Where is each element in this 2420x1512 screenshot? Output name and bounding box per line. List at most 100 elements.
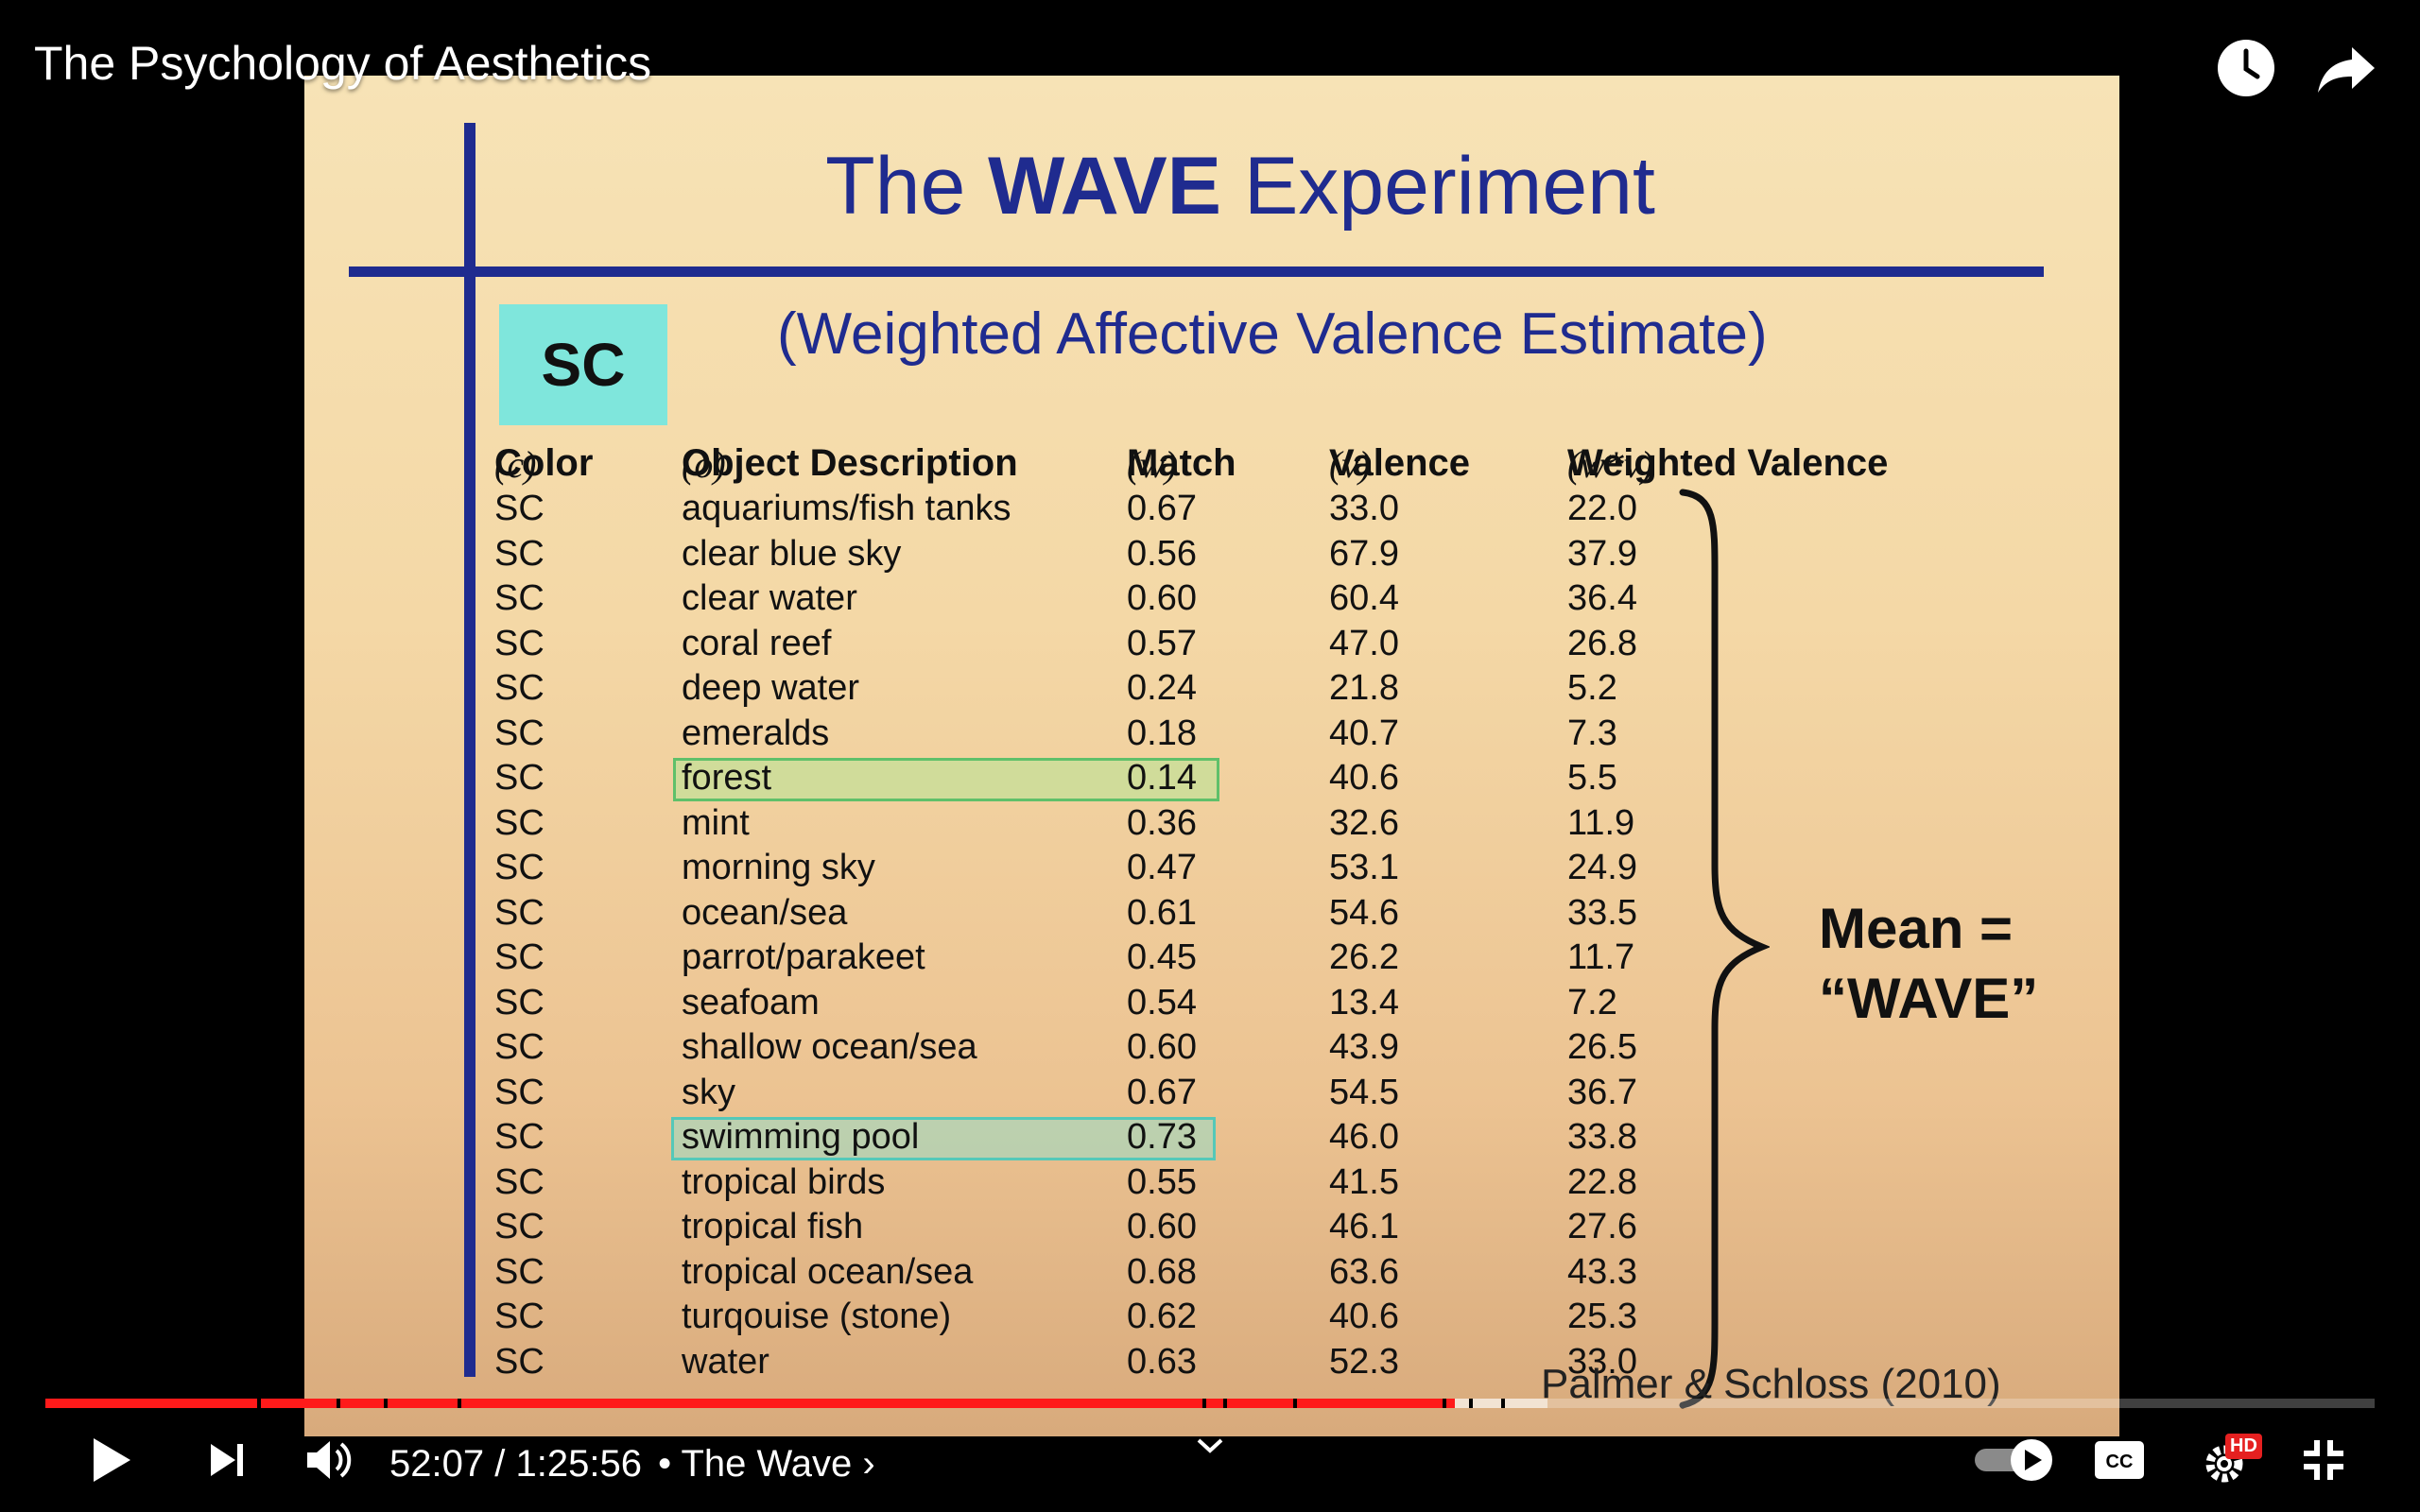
cell-color: SC [494, 982, 544, 1022]
citation: Palmer & Schloss (2010) [1541, 1361, 2001, 1407]
cell-match: 0.36 [1127, 802, 1197, 843]
table-row: SC clear water 0.60 60.4 36.4 [304, 576, 2119, 622]
cell-valence: 60.4 [1329, 578, 1399, 618]
cell-object: aquariums/fish tanks [682, 489, 1011, 528]
captions-icon[interactable]: CC [2091, 1432, 2148, 1488]
watch-later-icon[interactable] [2216, 38, 2276, 98]
header-object-label: Object Description [682, 442, 1018, 484]
svg-text:CC: CC [2106, 1452, 2134, 1472]
table-row: SC clear blue sky 0.56 67.9 37.9 [304, 532, 2119, 577]
play-icon[interactable] [83, 1432, 140, 1488]
cell-weighted: 25.3 [1567, 1297, 1637, 1336]
cell-color: SC [494, 668, 544, 708]
exit-fullscreen-icon[interactable] [2295, 1432, 2352, 1488]
video-title[interactable]: The Psychology of Aesthetics [34, 37, 652, 90]
hd-badge: HD [2225, 1434, 2262, 1459]
cell-weighted: 11.7 [1567, 937, 1635, 977]
settings-icon[interactable]: HD [2195, 1432, 2267, 1488]
chapter-divider [1293, 1399, 1297, 1408]
cell-valence: 43.9 [1329, 1027, 1399, 1067]
cell-valence: 40.7 [1329, 713, 1399, 753]
cell-object: clear water [682, 578, 857, 618]
share-icon[interactable] [2316, 38, 2377, 98]
cell-weighted: 22.8 [1567, 1161, 1637, 1202]
cell-weighted: 5.5 [1567, 758, 1617, 798]
expand-chevron-icon[interactable] [1191, 1422, 1229, 1469]
cell-weighted: 7.2 [1567, 982, 1617, 1022]
cell-color: SC [494, 1297, 544, 1336]
cell-object: clear blue sky [682, 533, 902, 574]
table-row: SC seafoam 0.54 13.4 7.2 [304, 981, 2119, 1026]
cell-weighted: 24.9 [1567, 848, 1637, 887]
table-row: SC tropical birds 0.55 41.5 22.8 [304, 1160, 2119, 1206]
table-row: SC emeralds 0.18 40.7 7.3 [304, 712, 2119, 757]
cell-color: SC [494, 758, 544, 798]
cell-color: SC [494, 1161, 544, 1202]
curly-brace [1679, 489, 1770, 1409]
cell-match: 0.60 [1127, 1027, 1197, 1067]
table-row: SC parrot/parakeet 0.45 26.2 11.7 [304, 936, 2119, 981]
cell-match: 0.14 [1127, 758, 1197, 798]
chapter-chevron-icon: › [862, 1443, 875, 1485]
header-valence: Valence (v) [1329, 442, 1470, 487]
table-header: Color (c) Object Description (o) Match (… [304, 442, 2119, 499]
cell-match: 0.24 [1127, 668, 1197, 708]
volume-icon[interactable] [301, 1432, 357, 1488]
header-weighted-label: Weighted Valence [1567, 442, 1889, 484]
cell-object: ocean/sea [682, 892, 848, 933]
table-row: SC deep water 0.24 21.8 5.2 [304, 666, 2119, 712]
next-icon[interactable] [200, 1432, 253, 1488]
cell-color: SC [494, 1117, 544, 1157]
table-row: SC turqouise (stone) 0.62 40.6 25.3 [304, 1295, 2119, 1340]
cell-valence: 26.2 [1329, 937, 1399, 977]
table-row: SC forest 0.14 40.6 5.5 [304, 756, 2119, 801]
cell-weighted: 26.5 [1567, 1027, 1637, 1067]
cell-weighted: 11.9 [1567, 802, 1635, 843]
cell-match: 0.68 [1127, 1251, 1197, 1292]
cell-color: SC [494, 1251, 544, 1292]
table-row: SC mint 0.36 32.6 11.9 [304, 801, 2119, 847]
cell-match: 0.62 [1127, 1297, 1197, 1336]
cell-object: emeralds [682, 713, 830, 753]
cell-weighted: 22.0 [1567, 489, 1637, 528]
cell-match: 0.54 [1127, 982, 1197, 1022]
cell-valence: 46.1 [1329, 1207, 1399, 1246]
table-row: SC tropical ocean/sea 0.68 63.6 43.3 [304, 1250, 2119, 1296]
mean-label-line2: “WAVE” [1819, 967, 2039, 1030]
header-color-symbol: (c) [494, 443, 537, 486]
row-highlight-box [673, 758, 1219, 801]
cell-object: tropical ocean/sea [682, 1251, 974, 1292]
cell-color: SC [494, 1207, 544, 1246]
slide-title-bold: WAVE [988, 141, 1222, 232]
time-display: 52:07 / 1:25:56 • The Wave › [389, 1443, 875, 1486]
autoplay-toggle-icon[interactable] [1972, 1432, 2059, 1488]
cell-color: SC [494, 1027, 544, 1067]
cell-match: 0.55 [1127, 1161, 1197, 1202]
cell-weighted: 27.6 [1567, 1207, 1637, 1246]
progress-bar[interactable] [45, 1399, 2375, 1408]
chapter-title[interactable]: The Wave [681, 1443, 853, 1485]
cell-valence: 52.3 [1329, 1341, 1399, 1382]
chapter-divider [1202, 1399, 1206, 1408]
table-body: SC aquariums/fish tanks 0.67 33.0 22.0 SC clea… [304, 487, 2119, 1384]
table-row: SC tropical fish 0.60 46.1 27.6 [304, 1205, 2119, 1250]
cell-color: SC [494, 802, 544, 843]
chapter-button[interactable]: The Wave › [681, 1443, 874, 1485]
header-valence-label: Valence [1329, 442, 1471, 484]
color-swatch: SC [499, 304, 667, 425]
table-row: SC ocean/sea 0.61 54.6 33.5 [304, 891, 2119, 936]
video-frame[interactable]: The WAVE Experiment SC (Weighted Affecti… [304, 76, 2119, 1436]
cell-weighted: 36.7 [1567, 1072, 1637, 1112]
cell-valence: 67.9 [1329, 533, 1399, 574]
cell-color: SC [494, 623, 544, 663]
cell-color: SC [494, 848, 544, 887]
slide-subtitle: (Weighted Affective Valence Estimate) [777, 301, 1768, 367]
cell-object: parrot/parakeet [682, 937, 925, 977]
header-color-label: Color [494, 442, 594, 484]
table-row: SC coral reef 0.57 47.0 26.8 [304, 622, 2119, 667]
slide-vertical-rule [464, 123, 475, 1377]
cell-weighted: 37.9 [1567, 533, 1637, 574]
table-row: SC aquariums/fish tanks 0.67 33.0 22.0 [304, 487, 2119, 532]
chapter-divider [384, 1399, 388, 1408]
cell-valence: 41.5 [1329, 1161, 1399, 1202]
